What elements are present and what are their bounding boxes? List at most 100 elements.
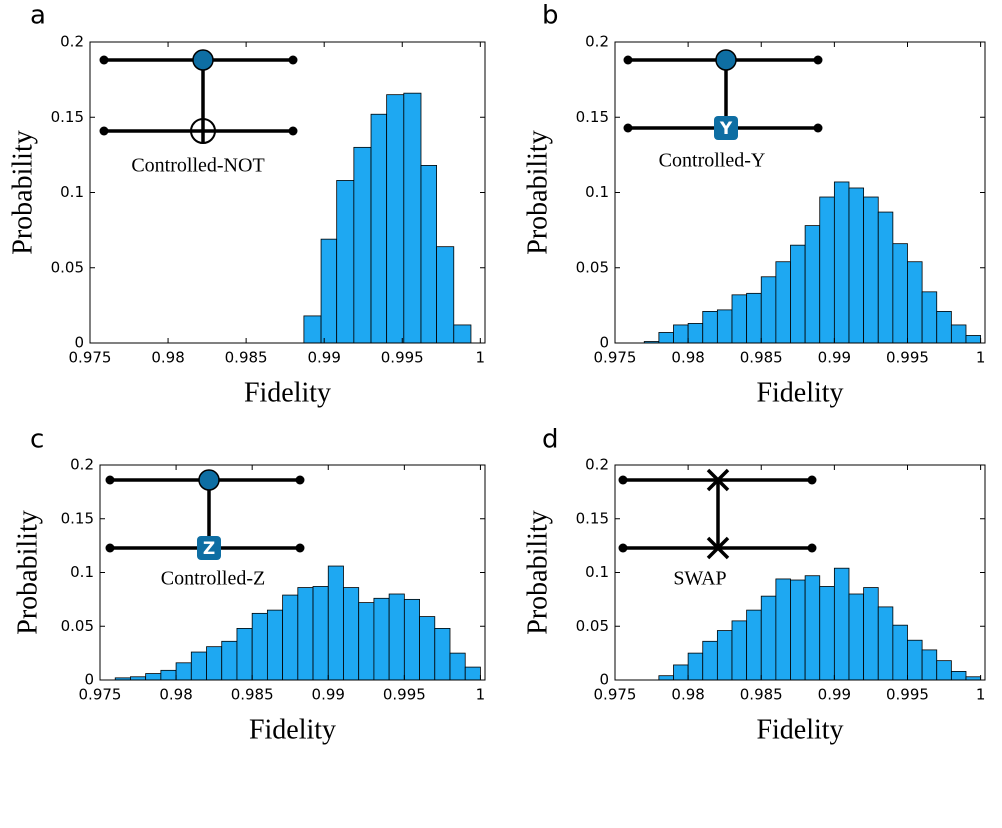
histogram-bar — [436, 246, 455, 344]
histogram-bar — [731, 294, 748, 344]
swap-cross — [706, 468, 730, 492]
histogram-bar — [175, 662, 192, 681]
x-axis-label: Fidelity — [249, 714, 336, 745]
histogram-bar — [760, 276, 777, 344]
histogram-bar — [746, 609, 762, 681]
x-tick-label: 0.995 — [886, 349, 929, 367]
x-tick-label: 1 — [476, 686, 486, 704]
x-axis-label: Fidelity — [756, 377, 843, 408]
histogram-bar — [190, 651, 207, 681]
x-tick-label: 0.975 — [69, 349, 112, 367]
histogram-bar — [370, 113, 388, 344]
histogram-bar — [658, 332, 674, 344]
control-dot — [198, 469, 220, 491]
x-tick-label: 1 — [976, 349, 986, 367]
x-tick-label: 0.995 — [381, 349, 424, 367]
y-axis-label: Probability — [522, 510, 553, 634]
wire-end — [105, 475, 115, 485]
wire-end — [295, 543, 305, 553]
histogram-bar — [658, 675, 674, 681]
wire-end — [288, 55, 298, 65]
wire-end — [618, 475, 628, 485]
histogram-bar — [833, 181, 850, 344]
gate-box — [197, 536, 221, 560]
panel-letter: b — [542, 1, 559, 31]
histogram-bar — [716, 309, 733, 344]
histogram-bar — [950, 324, 967, 344]
histogram-bar — [863, 196, 879, 344]
histogram-bar — [877, 606, 894, 681]
histogram-bar — [687, 652, 704, 681]
y-tick-label: 0.15 — [576, 108, 609, 126]
histogram-bar — [921, 649, 938, 681]
y-tick-label: 0 — [599, 334, 609, 352]
y-tick-label: 0.1 — [585, 183, 609, 201]
histogram-bar — [282, 594, 299, 681]
wire-end — [288, 126, 298, 136]
wire-end — [105, 543, 115, 553]
y-tick-label: 0.05 — [51, 258, 84, 276]
panel-letter: c — [30, 425, 44, 455]
y-axis-label: Probability — [12, 510, 43, 634]
y-tick-label: 0.2 — [70, 456, 94, 474]
histogram-bar — [877, 211, 894, 344]
gate-name: Controlled-Z — [161, 568, 265, 590]
histogram-bar — [760, 595, 777, 681]
wire-end — [618, 543, 628, 553]
x-tick-label: 0.975 — [79, 686, 122, 704]
wire-end — [813, 55, 823, 65]
histogram-bar — [453, 324, 472, 344]
x-tick-label: 0.98 — [671, 349, 704, 367]
histogram-bar — [312, 586, 329, 681]
histogram-bar — [327, 565, 344, 681]
histogram-bar — [936, 660, 952, 681]
x-tick-label: 0.99 — [307, 349, 340, 367]
histogram-bar — [388, 593, 405, 681]
x-axis-label: Fidelity — [756, 714, 843, 745]
histogram-bar — [716, 630, 733, 681]
histogram-bar — [236, 628, 253, 681]
wire-end — [295, 475, 305, 485]
control-dot — [715, 49, 737, 71]
histogram-bar — [921, 291, 938, 344]
histogram-bar — [206, 646, 223, 681]
histogram-bar — [702, 310, 718, 344]
histogram-bar — [419, 616, 436, 681]
gate-name: Controlled-NOT — [131, 155, 264, 177]
wire-end — [807, 543, 817, 553]
histogram-bar — [848, 187, 865, 344]
gate-symbol: Y — [719, 119, 733, 139]
x-tick-label: 0.985 — [740, 686, 783, 704]
x-tick-label: 0.975 — [594, 686, 637, 704]
x-tick-label: 0.99 — [818, 349, 851, 367]
histogram-bar — [863, 587, 879, 681]
wire-end — [813, 123, 823, 133]
y-tick-label: 0 — [74, 334, 84, 352]
histogram-bar — [907, 261, 923, 344]
x-tick-label: 0.975 — [594, 349, 637, 367]
y-tick-label: 0.05 — [576, 617, 609, 635]
histogram-bar — [358, 602, 375, 681]
histogram-bar — [892, 243, 908, 344]
histogram-bar — [297, 587, 314, 681]
histogram-bar — [464, 666, 481, 681]
gate-box — [714, 116, 738, 140]
y-tick-label: 0.15 — [61, 509, 94, 527]
histogram-bar — [687, 323, 704, 344]
control-dot — [192, 49, 214, 71]
y-tick-label: 0 — [84, 671, 94, 689]
histogram-bar — [303, 315, 322, 344]
x-tick-label: 0.995 — [383, 686, 426, 704]
y-tick-label: 0 — [599, 671, 609, 689]
histogram-bar — [892, 624, 908, 681]
panel-letter: d — [542, 425, 559, 455]
x-tick-label: 0.985 — [231, 686, 274, 704]
histogram-bar — [420, 165, 438, 344]
y-tick-label: 0.1 — [60, 183, 84, 201]
gate-name: Controlled-Y — [659, 150, 766, 172]
histogram-bar — [775, 578, 791, 681]
histogram-bar — [746, 292, 762, 344]
swap-cross — [706, 536, 730, 560]
histogram-bar — [373, 597, 390, 681]
histogram-bar — [819, 196, 835, 344]
